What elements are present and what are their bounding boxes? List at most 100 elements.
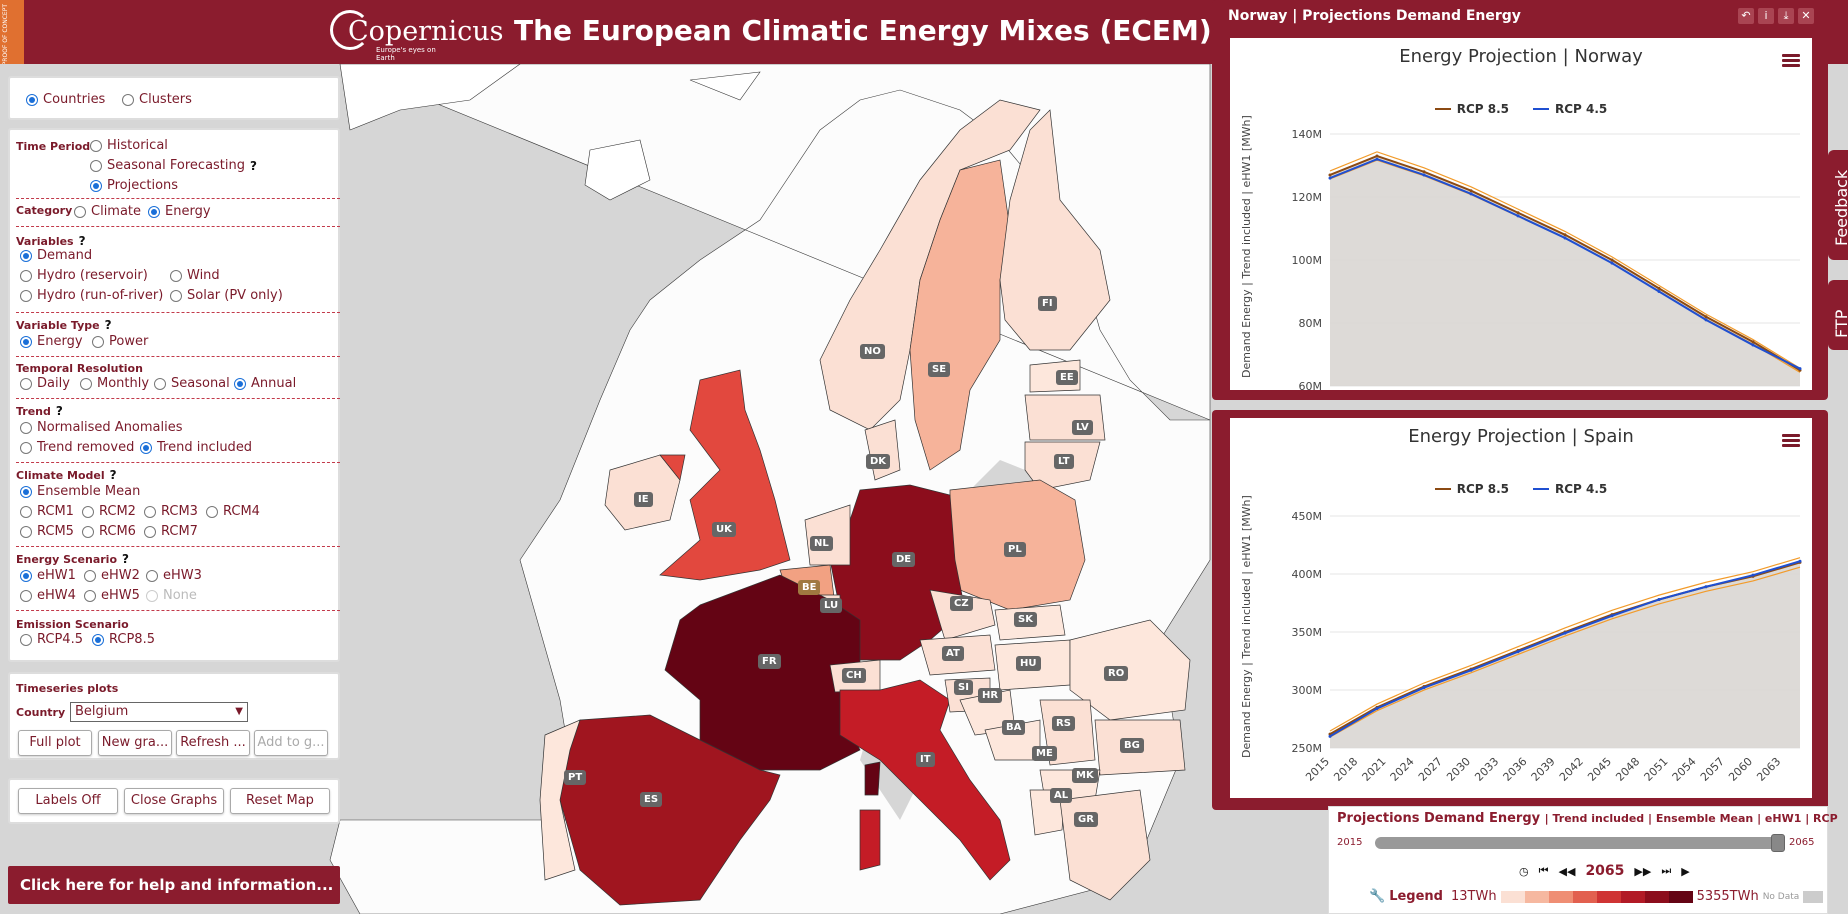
radio-rcm7[interactable]: RCM7 [144,524,198,539]
chart-plot-area[interactable]: 60M 80M 100M 120M 140M [1230,38,1812,390]
radio-icon[interactable] [20,505,32,518]
legend-item-rcp85[interactable]: RCP 8.5 [1434,482,1509,496]
feedback-tab[interactable]: Feedback [1828,150,1848,260]
radio-monthly[interactable]: Monthly [80,376,149,391]
radio-icon[interactable] [140,441,152,454]
ftp-tab[interactable]: FTP [1828,280,1848,350]
radio-rcm5[interactable]: RCM5 [20,524,74,539]
radio-icon[interactable] [82,525,94,538]
radio-icon[interactable] [20,289,32,302]
radio-energy[interactable]: Energy [148,204,211,219]
country-label-lu[interactable]: LU [820,598,843,613]
country-label-hr[interactable]: HR [978,688,1003,703]
country-label-lv[interactable]: LV [1072,420,1093,435]
step-back-icon[interactable]: ◀◀ [1558,864,1576,878]
radio-ehw1[interactable]: eHW1 [20,568,76,583]
country-label-ie[interactable]: IE [634,492,653,507]
radio-icon[interactable] [84,569,96,582]
radio-trend-removed[interactable]: Trend removed [20,440,134,455]
country-label-be[interactable]: BE [798,580,821,595]
country-label-bg[interactable]: BG [1120,738,1144,753]
menu-icon[interactable] [1782,434,1800,448]
radio-icon[interactable] [144,525,156,538]
country-label-ro[interactable]: RO [1104,666,1129,681]
radio-icon[interactable] [90,159,102,172]
radio-ehw4[interactable]: eHW4 [20,588,76,603]
radio-icon[interactable] [84,589,96,602]
new-graph-button[interactable]: New gra... [98,730,172,756]
radio-rcm1[interactable]: RCM1 [20,504,74,519]
undo-icon[interactable]: ↶ [1738,8,1754,24]
graph-window-spain[interactable]: Energy Projection | Spain RCP 8.5 RCP 4.… [1212,410,1828,810]
country-label-es[interactable]: ES [640,792,663,807]
radio-icon[interactable] [90,179,102,192]
radio-icon[interactable] [74,205,86,218]
skip-first-icon[interactable]: ⏮ [1538,864,1549,877]
country-label-ba[interactable]: BA [1002,720,1026,735]
help-icon[interactable]: ? [250,158,257,173]
country-label-hu[interactable]: HU [1016,656,1041,671]
graph-window-norway[interactable]: Norway | Projections Demand Energy ↶ i ⤓… [1212,0,1828,400]
radio-icon[interactable] [92,335,104,348]
radio-icon[interactable] [92,633,104,646]
country-label-se[interactable]: SE [928,362,951,377]
country-label-lt[interactable]: LT [1054,454,1074,469]
radio-icon[interactable] [20,525,32,538]
legend-item-rcp45[interactable]: RCP 4.5 [1533,482,1607,496]
radio-icon[interactable] [20,269,32,282]
radio-icon[interactable] [206,505,218,518]
menu-icon[interactable] [1782,54,1800,68]
chart-plot-area[interactable]: 250M 300M 350M 400M 450M 2015 2018 2021 2024 2027… [1230,418,1812,798]
radio-icon[interactable] [234,377,246,390]
radio-rcm3[interactable]: RCM3 [144,504,198,519]
skip-last-icon[interactable]: ⏭ [1661,864,1672,877]
radio-icon[interactable] [82,505,94,518]
close-icon[interactable]: ✕ [1798,8,1814,24]
radio-trend-included[interactable]: Trend included [140,440,252,455]
radio-annual[interactable]: Annual [234,376,296,391]
country-label-mk[interactable]: MK [1072,768,1098,783]
radio-icon[interactable] [20,421,32,434]
radio-icon[interactable] [20,335,32,348]
help-icon[interactable]: ? [104,318,112,332]
country-label-at[interactable]: AT [942,646,964,661]
radio-demand[interactable]: Demand [20,248,92,263]
play-icon[interactable]: ▶ [1681,864,1690,878]
radio-icon[interactable] [20,633,32,646]
radio-icon[interactable] [146,569,158,582]
country-label-nl[interactable]: NL [810,536,833,551]
radio-icon[interactable] [144,505,156,518]
radio-ehw5[interactable]: eHW5 [84,588,140,603]
graph-window-title[interactable]: Norway | Projections Demand Energy [1228,8,1521,24]
radio-icon[interactable] [170,289,182,302]
radio-rcm6[interactable]: RCM6 [82,524,136,539]
radio-ehw2[interactable]: eHW2 [84,568,140,583]
full-plot-button[interactable]: Full plot [18,730,92,756]
radio-icon[interactable] [20,485,32,498]
country-label-ee[interactable]: EE [1056,370,1078,385]
radio-rcp85[interactable]: RCP8.5 [92,632,155,647]
chart-norway[interactable]: Energy Projection | Norway RCP 8.5 RCP 4… [1230,38,1812,390]
year-slider[interactable] [1375,834,1785,852]
radio-daily[interactable]: Daily [20,376,70,391]
radio-icon[interactable] [154,377,166,390]
radio-climate[interactable]: Climate [74,204,141,219]
country-label-ch[interactable]: CH [842,668,866,683]
radio-icon[interactable] [20,589,32,602]
radio-icon[interactable] [148,205,160,218]
country-label-gr[interactable]: GR [1074,812,1098,827]
radio-wind[interactable]: Wind [170,268,220,283]
radio-icon[interactable] [122,93,134,106]
radio-seasonal-forecasting[interactable]: Seasonal Forecasting? [90,158,257,173]
clusters-radio[interactable]: Clusters [122,92,192,107]
country-label-cz[interactable]: CZ [950,596,973,611]
country-label-rs[interactable]: RS [1052,716,1075,731]
legend-item-rcp45[interactable]: RCP 4.5 [1533,102,1607,116]
radio-rcm2[interactable]: RCM2 [82,504,136,519]
country-label-it[interactable]: IT [916,752,935,767]
radio-icon[interactable] [170,269,182,282]
radio-hydro-reservoir[interactable]: Hydro (reservoir) [20,268,148,283]
country-label-fi[interactable]: FI [1038,296,1057,311]
country-label-fr[interactable]: FR [758,654,781,669]
radio-historical[interactable]: Historical [90,138,168,153]
